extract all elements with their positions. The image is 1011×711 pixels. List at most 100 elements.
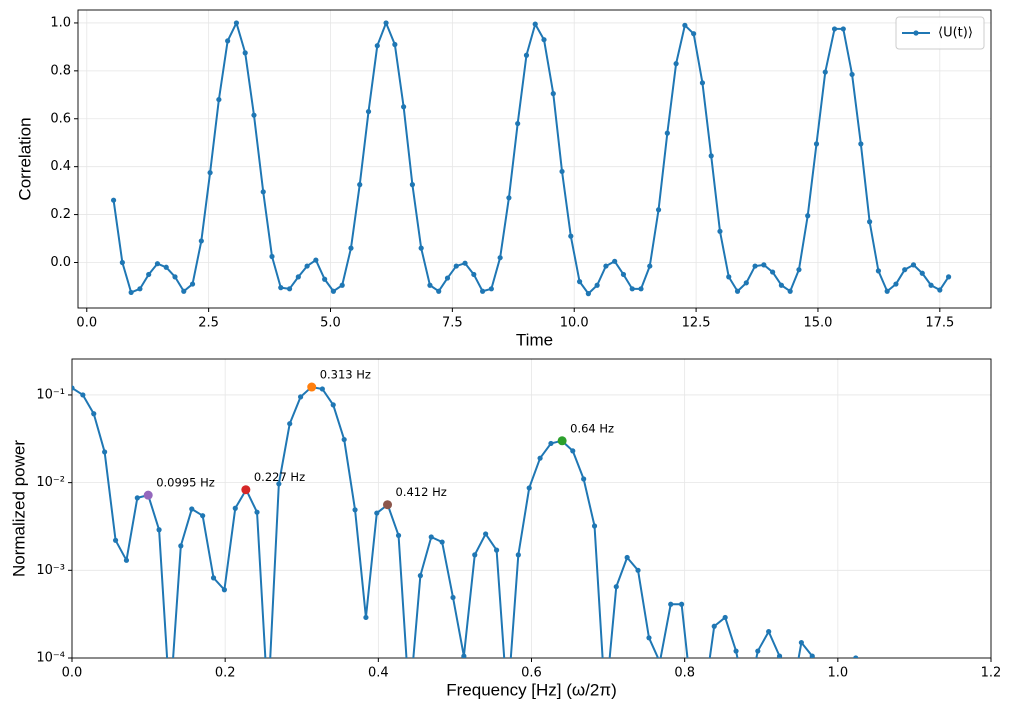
data-point xyxy=(726,274,732,280)
data-point xyxy=(225,38,231,44)
data-point xyxy=(189,281,196,287)
data-point xyxy=(733,648,739,654)
data-point xyxy=(591,523,598,529)
data-point xyxy=(679,601,685,607)
data-point xyxy=(928,282,934,288)
data-point xyxy=(798,639,804,646)
legend-box xyxy=(895,16,985,50)
data-point xyxy=(945,274,952,280)
legend-label: ⟨U(t)⟩ xyxy=(938,26,973,41)
data-point xyxy=(483,531,489,537)
data-point xyxy=(497,255,503,261)
data-point xyxy=(462,260,468,266)
data-point xyxy=(787,288,793,294)
data-point xyxy=(395,532,402,539)
data-point xyxy=(493,547,500,553)
data-point xyxy=(646,635,652,641)
data-point xyxy=(752,263,758,269)
data-point xyxy=(357,182,363,188)
data-point xyxy=(450,594,456,601)
data-point xyxy=(207,170,213,176)
data-point xyxy=(322,276,328,282)
data-point xyxy=(711,623,717,629)
x-tick-label: 0.4 xyxy=(368,666,389,681)
data-point xyxy=(875,268,881,274)
y-tick-label: 0.6 xyxy=(50,111,71,126)
data-point xyxy=(691,31,697,37)
data-point xyxy=(734,288,741,294)
data-point xyxy=(708,153,714,159)
data-point xyxy=(515,552,521,558)
data-point xyxy=(110,197,117,203)
data-point xyxy=(701,701,706,706)
data-point xyxy=(72,385,75,391)
series-line xyxy=(112,21,950,295)
data-point xyxy=(304,263,310,269)
data-point xyxy=(298,394,304,400)
data-point xyxy=(929,701,934,706)
y-tick-label: 10⁻³ xyxy=(36,563,65,578)
data-point xyxy=(407,701,412,706)
data-point xyxy=(401,104,407,110)
data-point xyxy=(178,543,184,549)
data-point xyxy=(629,286,635,292)
x-tick-label: 0.8 xyxy=(674,666,695,681)
data-point xyxy=(254,509,260,515)
data-point xyxy=(461,653,467,658)
data-point xyxy=(603,701,608,706)
data-point xyxy=(624,554,630,561)
data-point xyxy=(251,112,257,118)
data-point xyxy=(655,207,662,213)
data-point xyxy=(119,259,125,266)
peak-label: 0.412 Hz xyxy=(396,485,447,499)
data-point xyxy=(374,43,380,49)
data-point xyxy=(232,505,238,511)
data-point xyxy=(778,282,784,288)
peak-label: 0.0995 Hz xyxy=(156,476,215,490)
data-point xyxy=(242,50,248,56)
y-tick-label: 10⁻⁴ xyxy=(36,651,65,666)
data-point xyxy=(163,264,169,270)
data-point xyxy=(286,286,293,292)
data-point xyxy=(603,263,609,269)
data-point xyxy=(506,195,512,201)
data-point xyxy=(893,281,899,287)
data-point xyxy=(722,614,728,621)
data-point xyxy=(444,275,451,281)
data-point xyxy=(849,71,855,78)
data-point xyxy=(699,80,706,86)
data-point xyxy=(167,701,172,706)
y-tick-label: 0.2 xyxy=(50,207,71,222)
data-point xyxy=(581,476,587,482)
data-point xyxy=(548,440,554,447)
peak-marker xyxy=(383,500,393,510)
y-tick-label: 0.0 xyxy=(50,255,71,270)
data-point xyxy=(221,587,228,593)
data-point xyxy=(80,392,86,398)
data-point xyxy=(200,513,206,519)
data-point xyxy=(515,120,521,127)
data-point xyxy=(156,527,162,533)
data-point xyxy=(134,495,140,501)
data-point xyxy=(526,485,532,491)
plot-area xyxy=(110,20,952,297)
data-point xyxy=(831,701,836,706)
data-point xyxy=(813,141,820,147)
data-point xyxy=(612,258,618,264)
data-point xyxy=(352,507,358,513)
data-point xyxy=(472,552,478,558)
x-axis-label: Frequency [Hz] (ω/2π) xyxy=(446,680,617,699)
data-point xyxy=(821,701,826,706)
data-point xyxy=(537,455,543,461)
data-point xyxy=(392,41,398,48)
y-tick-label: 1.0 xyxy=(50,15,71,30)
data-point xyxy=(805,213,811,219)
x-axis-label: Time xyxy=(516,330,553,349)
data-point xyxy=(417,573,423,579)
data-point xyxy=(330,288,337,294)
data-point xyxy=(853,655,859,658)
data-point xyxy=(668,601,674,607)
x-tick-label: 1.0 xyxy=(827,666,848,681)
data-point xyxy=(717,228,723,234)
